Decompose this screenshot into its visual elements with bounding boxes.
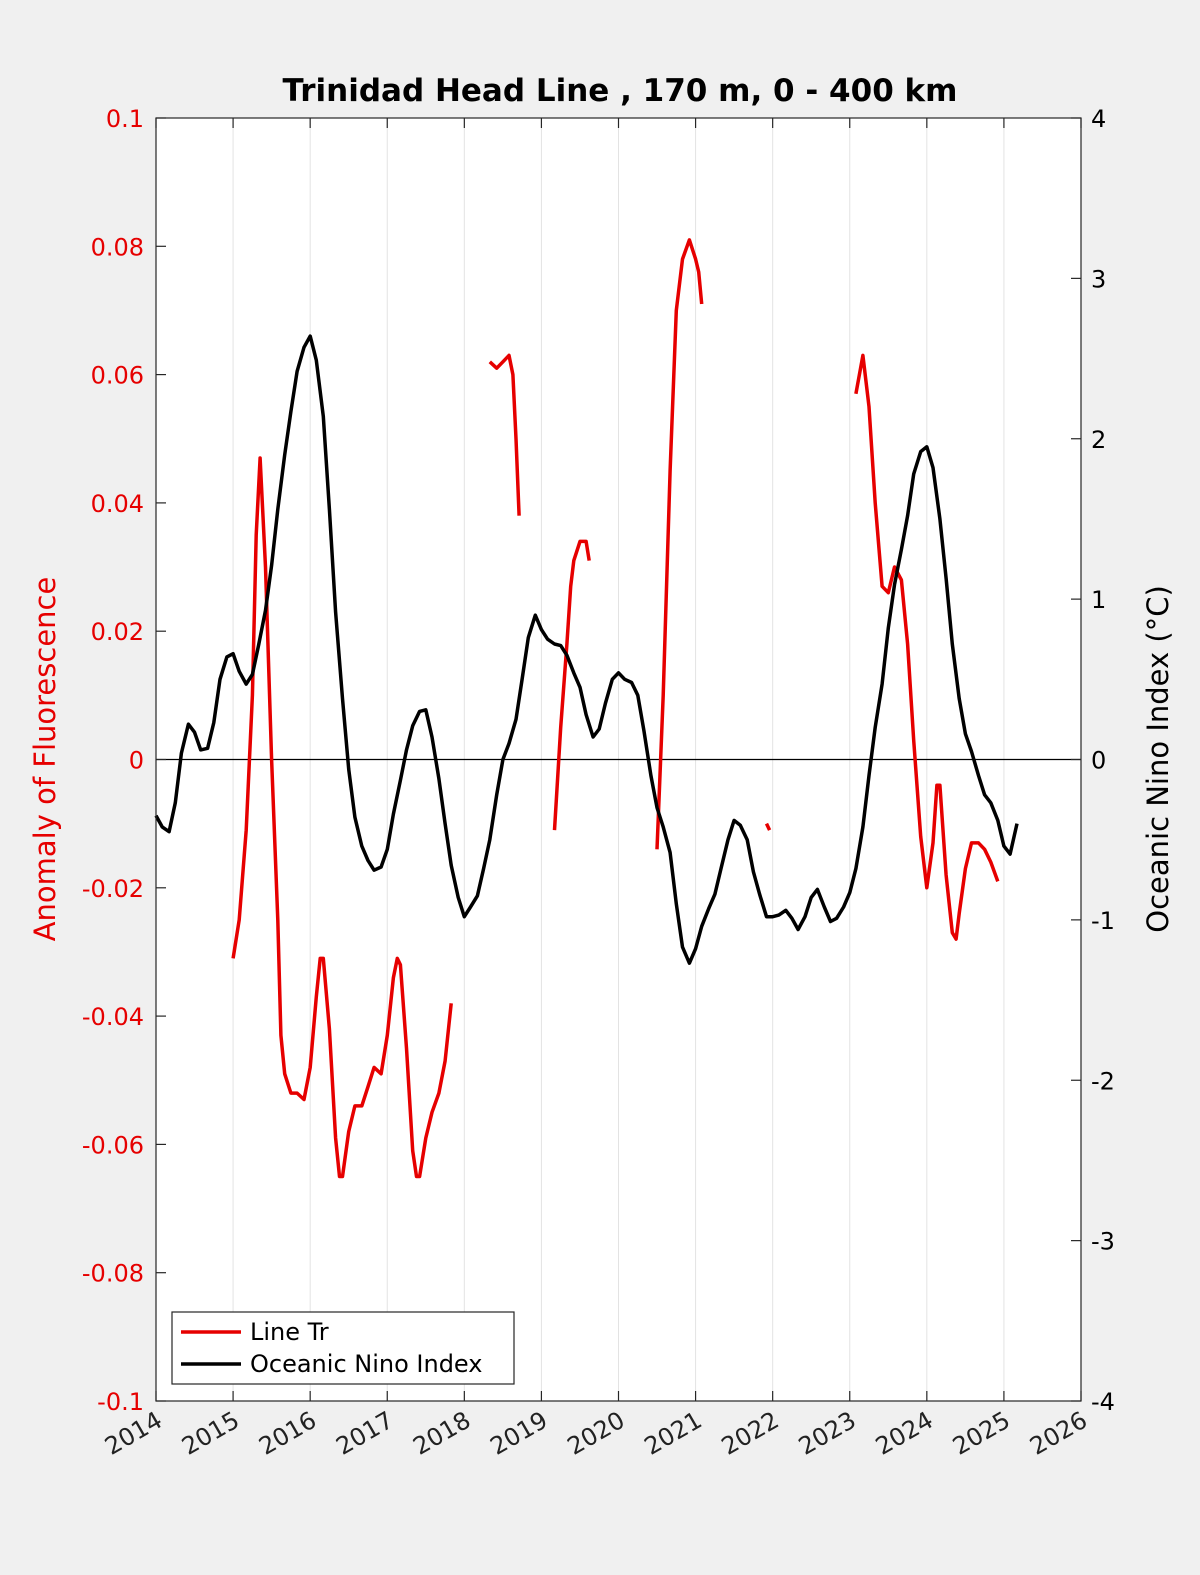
y-axis-right-label: Oceanic Nino Index (°C)	[1141, 585, 1175, 933]
y-left-tick-label: 0.02	[91, 618, 144, 646]
y-right-tick-label: -2	[1091, 1067, 1115, 1095]
y-right-tick-label: -1	[1091, 907, 1115, 935]
y-left-tick-label: 0.06	[91, 362, 144, 390]
y-right-tick-label: 4	[1091, 105, 1106, 133]
series-line-tr-segment-2	[552, 539, 591, 831]
y-left-tick-label: -0.1	[97, 1388, 144, 1416]
legend: Line Tr Oceanic Nino Index	[171, 1311, 515, 1385]
y-axis-left-label: Anomaly of Fluorescence	[28, 577, 62, 942]
series-oni-segment-0	[154, 334, 1019, 965]
series-line-tr-segment-1	[488, 353, 521, 516]
series-line-tr-segment-5	[854, 353, 1000, 941]
y-left-tick-label: 0	[129, 747, 144, 775]
series-line-tr-segment-0	[231, 456, 453, 1179]
legend-box	[171, 1311, 515, 1385]
y-left-tick-label: -0.02	[82, 875, 144, 903]
y-right-tick-label: 3	[1091, 265, 1106, 293]
series-line-tr-segment-3	[655, 238, 704, 850]
y-left-tick-label: 0.08	[91, 233, 144, 261]
chart-title: Trinidad Head Line , 170 m, 0 - 400 km	[283, 73, 958, 109]
series	[154, 238, 1019, 1179]
series-line-tr-segment-4	[764, 822, 772, 831]
legend-label-oni: Oceanic Nino Index	[250, 1350, 482, 1378]
y-left-tick-label: -0.04	[82, 1003, 144, 1031]
y-left-tick-label: 0.04	[91, 490, 144, 518]
y-right-tick-label: 0	[1091, 747, 1106, 775]
y-right-tick-label: -4	[1091, 1388, 1115, 1416]
y-right-tick-label: -3	[1091, 1228, 1115, 1256]
y-right-tick-label: 1	[1091, 586, 1106, 614]
y-left-tick-label: -0.08	[82, 1260, 144, 1288]
y-right-tick-label: 2	[1091, 426, 1106, 454]
y-left-tick-label: -0.06	[82, 1131, 144, 1159]
legend-label-line-tr: Line Tr	[250, 1318, 329, 1346]
y-left-tick-label: 0.1	[106, 105, 144, 133]
